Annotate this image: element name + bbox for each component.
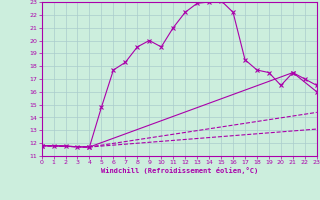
X-axis label: Windchill (Refroidissement éolien,°C): Windchill (Refroidissement éolien,°C) <box>100 167 258 174</box>
